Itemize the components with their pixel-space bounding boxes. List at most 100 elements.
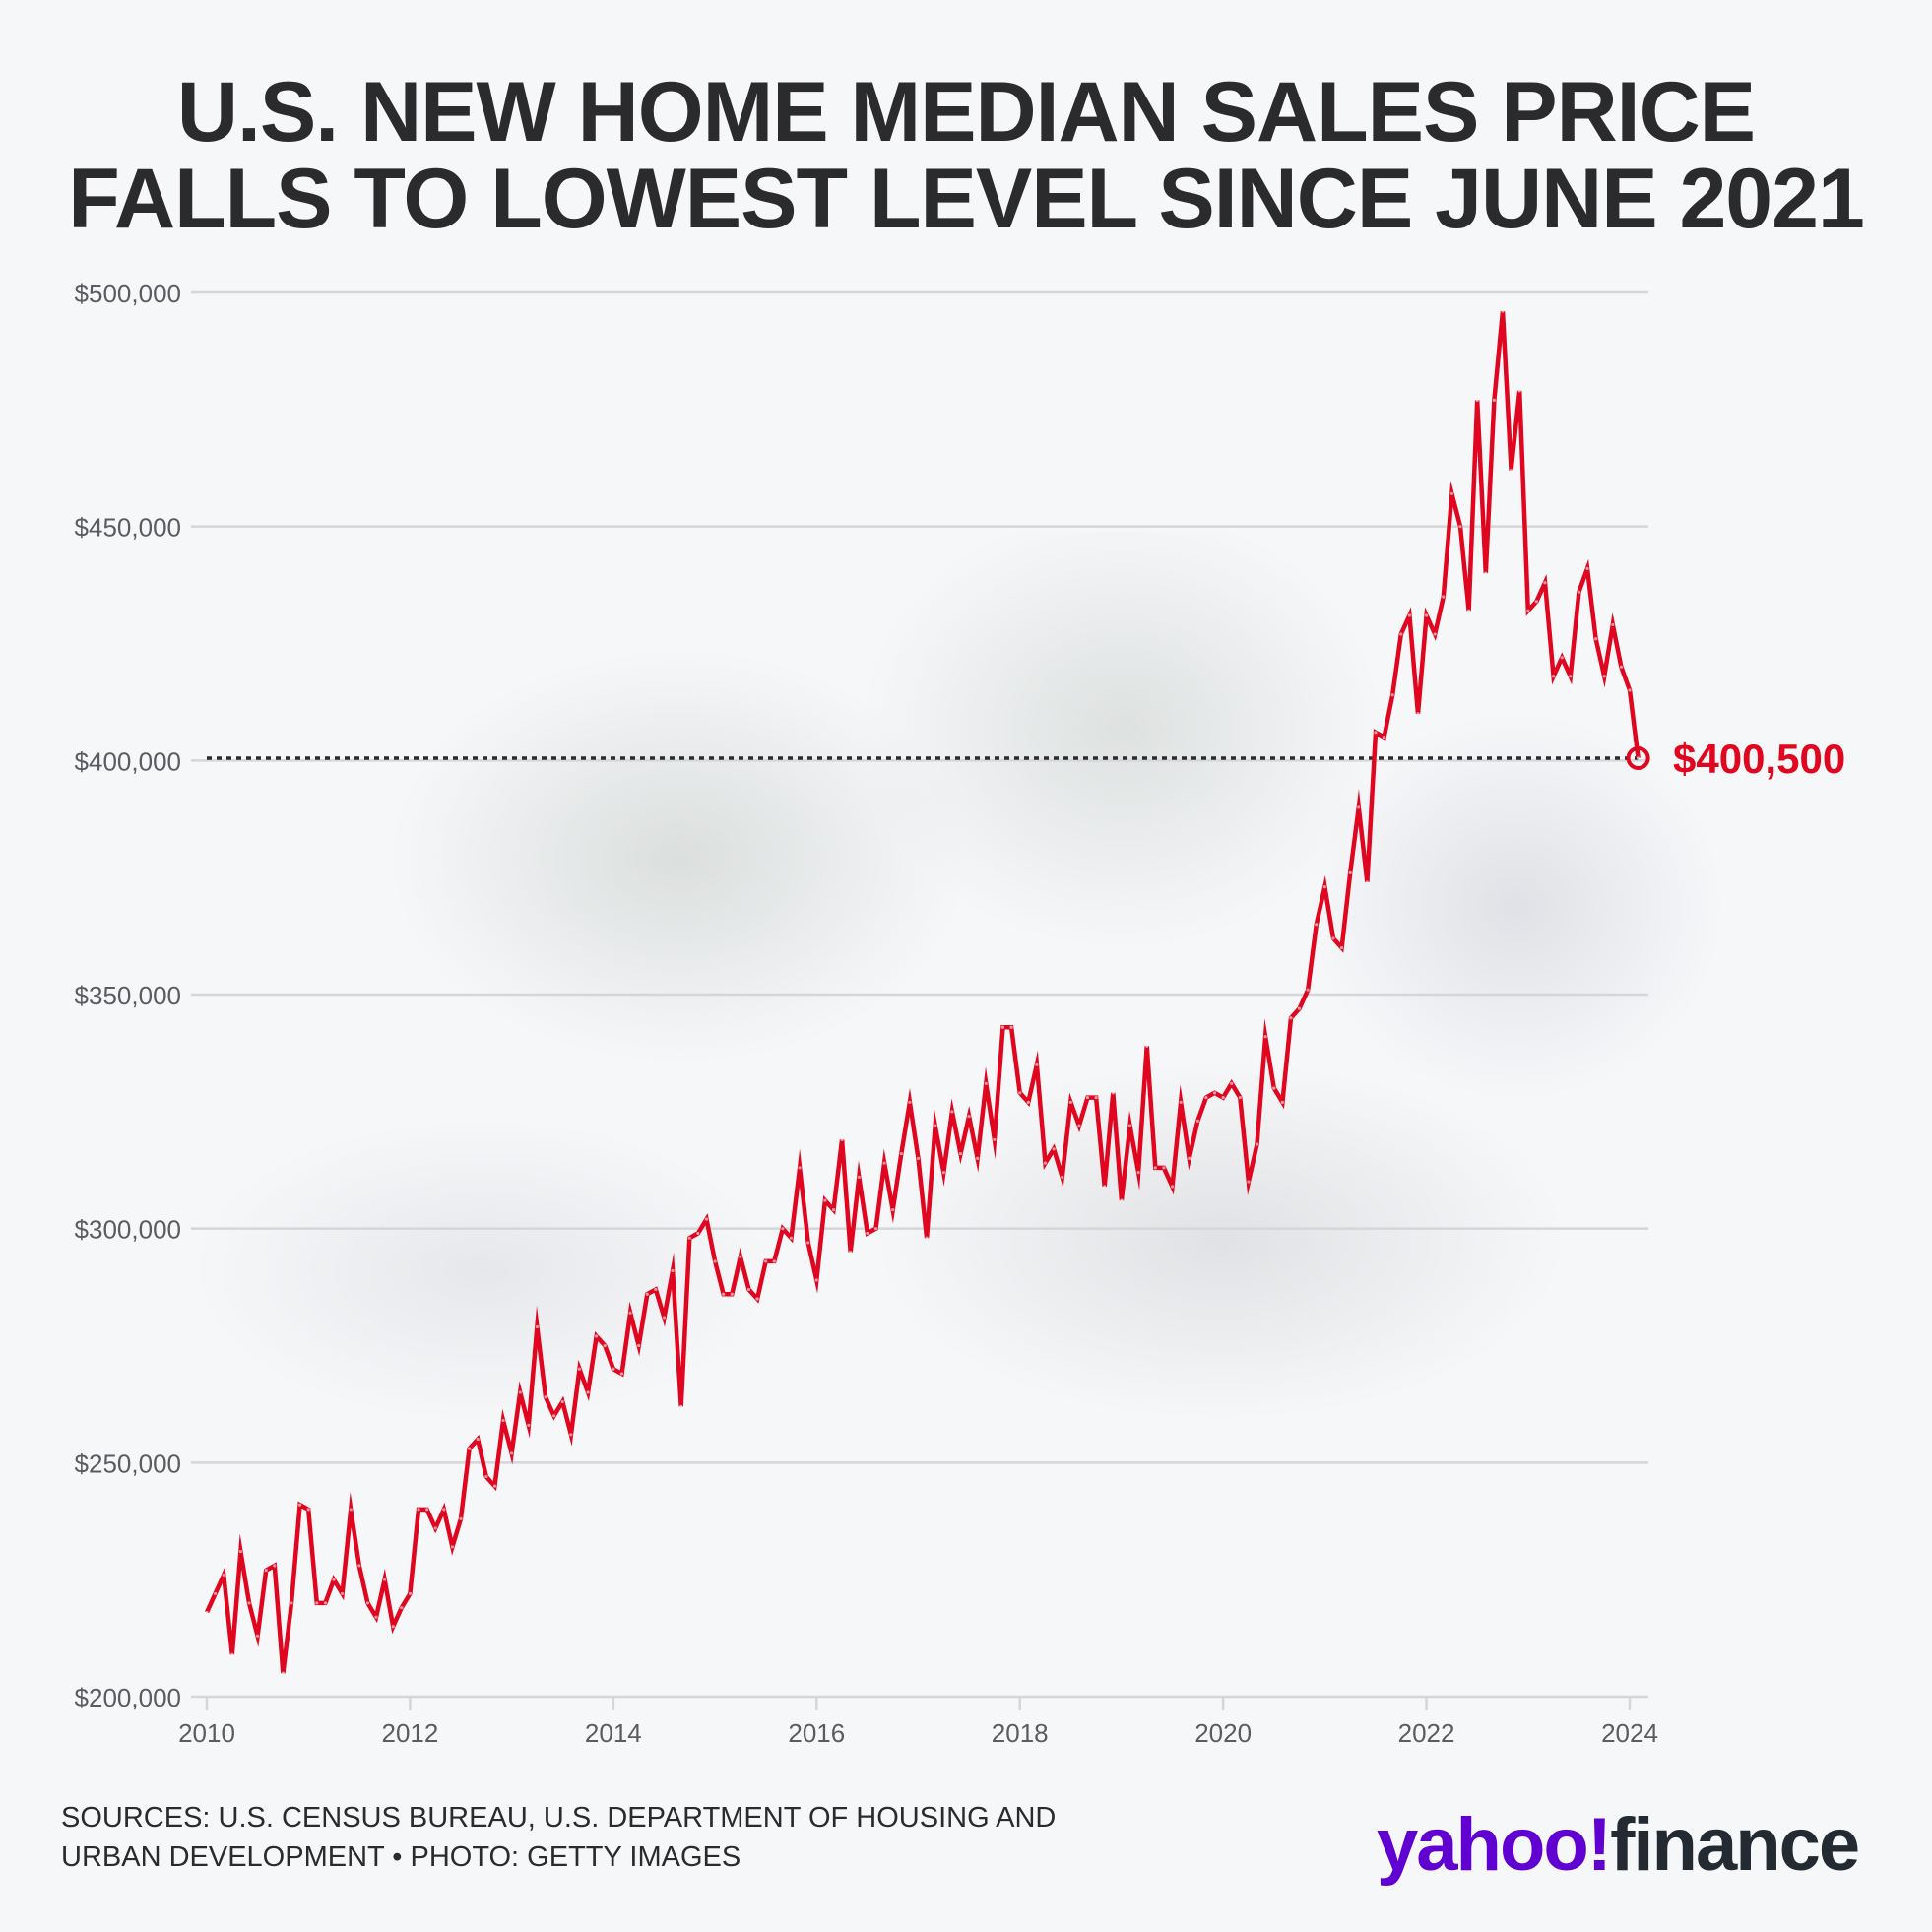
data-point [993,1137,997,1141]
data-point [1162,1166,1166,1170]
data-point [1492,398,1496,402]
data-point [1315,923,1319,927]
latest-value-label: $400,500 [1673,736,1845,782]
data-point [1230,1081,1234,1085]
data-point [1585,566,1589,571]
data-point [1179,1100,1183,1104]
sources-line-2: URBAN DEVELOPMENT • PHOTO: GETTY IMAGES [61,1841,741,1873]
data-point [891,1208,895,1212]
data-point [772,1259,776,1263]
data-point [1611,622,1615,627]
data-point [1043,1161,1048,1165]
data-point [941,1171,945,1175]
data-point [823,1198,827,1202]
data-point [1052,1147,1056,1151]
data-point [984,1081,988,1085]
data-point [1509,469,1513,473]
data-point [849,1250,853,1255]
data-point [1026,1100,1030,1104]
data-point [1619,665,1623,669]
data-point [1297,1006,1302,1010]
data-point [264,1569,268,1573]
sources-line-1: SOURCES: U.S. CENSUS BUREAU, U.S. DEPART… [61,1802,1057,1834]
data-point [798,1166,802,1170]
data-point [958,1152,963,1156]
data-point [374,1615,378,1619]
data-point [1000,1025,1005,1029]
data-point [1526,609,1530,612]
data-point [899,1152,903,1156]
data-point [637,1343,641,1348]
data-point [882,1161,886,1165]
data-point [527,1423,531,1427]
data-point [298,1503,302,1507]
latest-point-marker [1626,745,1650,770]
data-point [323,1601,328,1605]
data-point [1424,613,1429,617]
data-point [501,1418,505,1423]
title-line-1: U.S. NEW HOME MEDIAN SALES PRICE [176,65,1756,160]
data-point [1068,1100,1072,1104]
data-point [256,1634,260,1638]
yahoo-finance-logo: yahoo!finance [1377,1802,1860,1888]
data-point [535,1324,540,1329]
data-point [866,1231,869,1236]
data-point [1127,1124,1132,1127]
data-point [1018,1091,1022,1095]
data-point [730,1292,734,1296]
data-point [1628,688,1632,692]
data-point [315,1601,319,1605]
data-point [365,1601,370,1605]
data-point [383,1578,387,1581]
background-photo [89,532,1861,1615]
data-point [1289,1016,1293,1020]
data-point [1263,1035,1267,1039]
data-point [476,1437,480,1442]
data-point [671,1268,675,1273]
data-point [1602,675,1606,678]
data-point [1322,885,1326,889]
data-point [417,1508,420,1512]
data-point [1085,1095,1090,1100]
data-point [1306,988,1310,992]
data-point [1637,756,1641,760]
data-point [1543,581,1547,585]
data-point [976,1156,980,1160]
data-point [230,1652,234,1656]
data-point [306,1508,310,1512]
data-point [238,1550,243,1554]
x-tick-label: 2020 [1194,1718,1252,1748]
x-tick-label: 2012 [382,1718,439,1748]
data-point [1077,1124,1081,1127]
data-point [1390,693,1394,697]
data-point [1238,1095,1242,1100]
data-point [468,1447,472,1450]
data-point [425,1508,429,1512]
data-point [1153,1166,1157,1170]
data-point [357,1564,361,1568]
data-point [967,1114,971,1119]
data-point [1517,389,1521,393]
y-tick-label: $300,000 [75,1215,181,1245]
data-point [950,1110,954,1114]
data-point [687,1236,691,1240]
data-point [459,1516,463,1520]
data-point [1466,609,1471,612]
data-point [349,1508,353,1512]
data-point [781,1227,785,1231]
data-point [1009,1025,1013,1029]
data-point [612,1367,615,1371]
y-tick-label: $200,000 [75,1683,181,1712]
data-point [755,1297,759,1301]
y-tick-label: $400,000 [75,746,181,776]
data-point [510,1451,514,1455]
data-point [1577,590,1580,594]
data-point [1416,712,1420,716]
x-tick-label: 2018 [992,1718,1049,1748]
y-tick-label: $250,000 [75,1449,181,1478]
data-point [1534,600,1538,604]
data-point [857,1175,861,1179]
data-point [1061,1175,1064,1179]
data-point [1170,1185,1175,1189]
